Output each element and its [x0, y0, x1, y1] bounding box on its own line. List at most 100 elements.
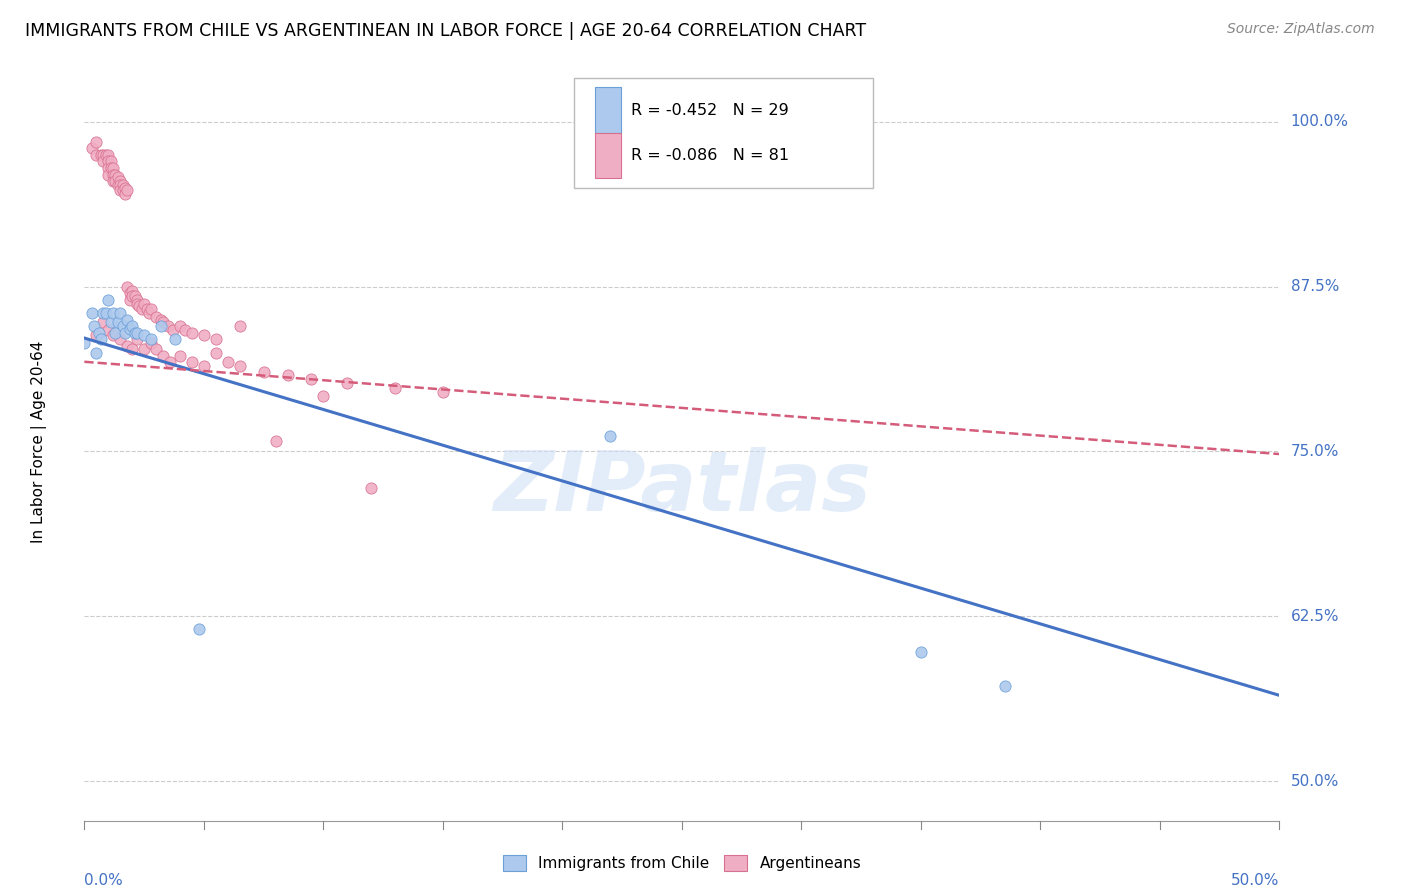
Text: R = -0.086   N = 81: R = -0.086 N = 81 — [630, 148, 789, 163]
Point — [80, 141, 103, 155]
Point — [107, 315, 129, 329]
Point — [101, 306, 124, 320]
Point — [100, 315, 122, 329]
Point — [111, 178, 134, 192]
Point — [93, 147, 115, 161]
Point — [121, 342, 143, 356]
Point — [100, 161, 122, 175]
Text: 50.0%: 50.0% — [1291, 773, 1339, 789]
Text: 100.0%: 100.0% — [1291, 114, 1348, 129]
Point — [97, 161, 120, 175]
Text: 50.0%: 50.0% — [1232, 873, 1279, 888]
Point — [145, 310, 167, 324]
Point — [118, 293, 141, 307]
Point — [117, 183, 139, 197]
Text: 87.5%: 87.5% — [1291, 279, 1339, 294]
Point — [157, 319, 180, 334]
Point — [173, 323, 195, 337]
Point — [132, 328, 156, 343]
Point — [124, 326, 146, 340]
Point — [145, 342, 167, 356]
Point — [94, 306, 117, 320]
Point — [86, 147, 108, 161]
Point — [118, 322, 141, 336]
Point — [97, 323, 120, 337]
Point — [132, 342, 156, 356]
Point — [165, 332, 187, 346]
Point — [135, 301, 157, 316]
Point — [193, 328, 215, 343]
Point — [90, 332, 112, 346]
Point — [117, 312, 139, 326]
Point — [229, 359, 252, 373]
Point — [97, 147, 120, 161]
Point — [301, 372, 323, 386]
Point — [159, 355, 181, 369]
Point — [121, 284, 143, 298]
Point — [97, 168, 120, 182]
Point — [125, 332, 148, 346]
Point — [193, 359, 215, 373]
Point — [114, 326, 136, 340]
Text: IMMIGRANTS FROM CHILE VS ARGENTINEAN IN LABOR FORCE | AGE 20-64 CORRELATION CHAR: IMMIGRANTS FROM CHILE VS ARGENTINEAN IN … — [25, 22, 866, 40]
Point — [384, 381, 406, 395]
Point — [121, 319, 143, 334]
Point — [93, 154, 115, 169]
Point — [87, 326, 110, 340]
Point — [86, 345, 108, 359]
Point — [125, 326, 148, 340]
Point — [114, 180, 136, 194]
Point — [264, 434, 287, 448]
Point — [97, 154, 120, 169]
Point — [86, 328, 108, 343]
Point — [132, 297, 156, 311]
Point — [117, 339, 139, 353]
Text: 62.5%: 62.5% — [1291, 608, 1339, 624]
Text: R = -0.452   N = 29: R = -0.452 N = 29 — [630, 103, 789, 118]
Point — [181, 326, 204, 340]
Point — [117, 279, 139, 293]
Text: In Labor Force | Age 20-64: In Labor Force | Age 20-64 — [31, 341, 46, 542]
Point — [336, 376, 359, 390]
Point — [118, 286, 141, 301]
Point — [205, 345, 228, 359]
Point — [93, 306, 115, 320]
Bar — [595, 133, 621, 178]
Point — [131, 301, 153, 316]
Point — [114, 187, 136, 202]
Point — [169, 350, 191, 364]
Point — [90, 147, 112, 161]
Point — [111, 319, 134, 334]
Point — [101, 168, 124, 182]
Point — [101, 174, 124, 188]
Point — [93, 315, 115, 329]
Point — [994, 679, 1017, 693]
Point — [277, 368, 299, 382]
Point — [97, 293, 120, 307]
Point — [110, 332, 132, 346]
Point — [910, 645, 932, 659]
Point — [110, 174, 132, 188]
Point — [110, 183, 132, 197]
Point — [125, 297, 148, 311]
Point — [111, 183, 134, 197]
Point — [141, 336, 163, 351]
Point — [104, 326, 127, 340]
Point — [312, 389, 335, 403]
Point — [360, 481, 382, 495]
Point — [141, 301, 163, 316]
Point — [104, 174, 127, 188]
Bar — [595, 87, 621, 133]
Point — [101, 161, 124, 175]
Point — [124, 289, 146, 303]
Point — [149, 319, 172, 334]
Point — [181, 355, 204, 369]
Point — [110, 178, 132, 192]
Point — [128, 299, 150, 313]
Point — [110, 306, 132, 320]
Point — [100, 154, 122, 169]
Point — [149, 312, 172, 326]
Point — [121, 289, 143, 303]
Point — [125, 293, 148, 307]
FancyBboxPatch shape — [575, 78, 873, 187]
